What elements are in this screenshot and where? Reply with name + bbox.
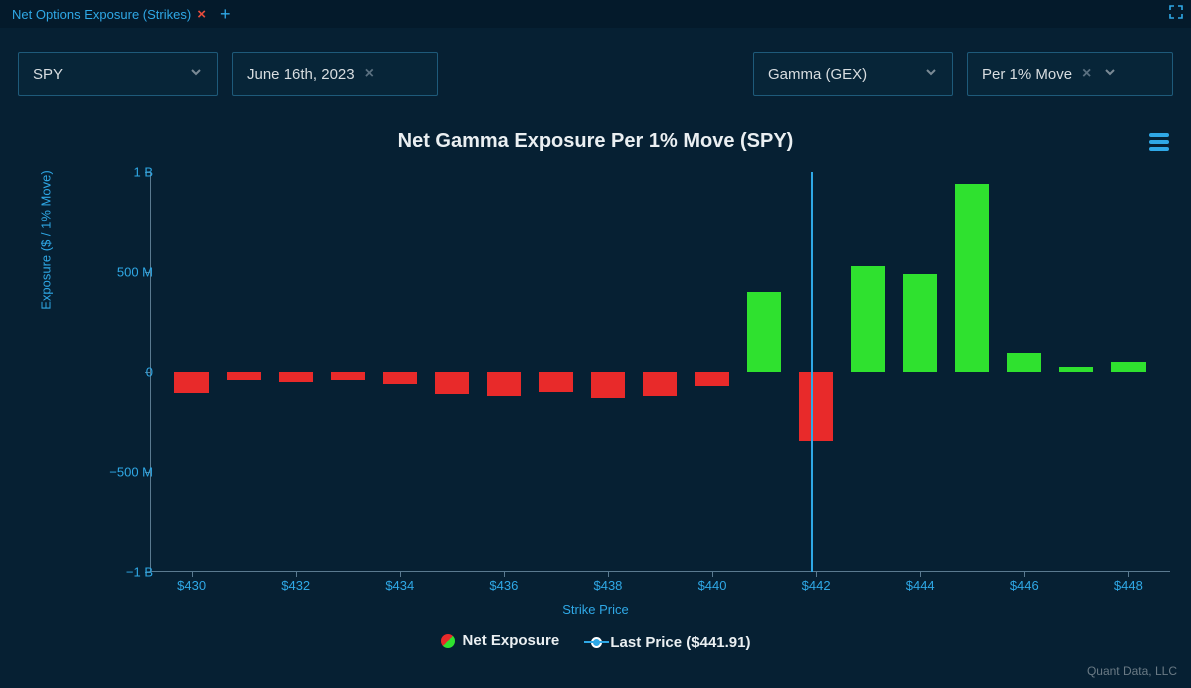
- clear-icon[interactable]: ×: [1082, 65, 1091, 83]
- x-tick-label: $444: [906, 578, 935, 593]
- legend: Net Exposure Last Price ($441.91): [10, 632, 1181, 652]
- bar[interactable]: [851, 266, 885, 372]
- tab-bar: Net Options Exposure (Strikes) × +: [0, 0, 1191, 28]
- x-tick-mark: [192, 572, 193, 577]
- chart-title: Net Gamma Exposure Per 1% Move (SPY): [10, 112, 1181, 153]
- x-tick-label: $442: [802, 578, 831, 593]
- date-select[interactable]: June 16th, 2023 ×: [232, 52, 438, 96]
- bar[interactable]: [331, 372, 365, 380]
- fullscreen-icon[interactable]: [1169, 5, 1183, 24]
- bar[interactable]: [1007, 353, 1041, 372]
- legend-last-price-label: Last Price ($441.91): [610, 634, 750, 651]
- net-exposure-swatch-icon: [441, 634, 455, 648]
- bar[interactable]: [435, 372, 469, 394]
- metric-select[interactable]: Gamma (GEX): [753, 52, 953, 96]
- spacer: [452, 52, 739, 96]
- tab-title: Net Options Exposure (Strikes): [12, 7, 191, 22]
- tab-net-options-exposure[interactable]: Net Options Exposure (Strikes) ×: [8, 3, 210, 26]
- x-tick-mark: [1024, 572, 1025, 577]
- controls-row: SPY June 16th, 2023 × Gamma (GEX) Per 1%…: [0, 28, 1191, 112]
- chevron-down-icon: [1103, 65, 1117, 83]
- bar[interactable]: [383, 372, 417, 384]
- bar[interactable]: [174, 372, 208, 393]
- close-icon[interactable]: ×: [197, 7, 206, 22]
- chevron-down-icon: [924, 65, 938, 83]
- bar[interactable]: [591, 372, 625, 398]
- attribution: Quant Data, LLC: [1087, 664, 1177, 678]
- x-tick-label: $440: [698, 578, 727, 593]
- bar[interactable]: [1059, 367, 1093, 372]
- bar[interactable]: [799, 372, 833, 441]
- x-axis-label: Strike Price: [562, 602, 628, 617]
- chart-menu-icon[interactable]: [1149, 130, 1169, 154]
- add-tab-icon[interactable]: +: [220, 5, 231, 23]
- x-tick-mark: [1128, 572, 1129, 577]
- x-tick-mark: [712, 572, 713, 577]
- x-tick-mark: [920, 572, 921, 577]
- x-tick-label: $438: [593, 578, 622, 593]
- x-tick-mark: [504, 572, 505, 577]
- y-tick-label: 1 B: [93, 165, 153, 180]
- y-axis-label: Exposure ($ / 1% Move): [39, 170, 54, 309]
- chevron-down-icon: [189, 65, 203, 83]
- x-tick-label: $448: [1114, 578, 1143, 593]
- y-tick-label: −500 M: [93, 465, 153, 480]
- legend-last-price[interactable]: Last Price ($441.91): [591, 634, 750, 651]
- bar[interactable]: [227, 372, 261, 380]
- x-axis-line: [150, 571, 1170, 572]
- x-tick-label: $432: [281, 578, 310, 593]
- legend-net-exposure-label: Net Exposure: [463, 632, 560, 649]
- x-tick-mark: [608, 572, 609, 577]
- date-value: June 16th, 2023: [247, 66, 355, 83]
- ticker-value: SPY: [33, 66, 63, 83]
- x-tick-label: $436: [489, 578, 518, 593]
- bar[interactable]: [747, 292, 781, 372]
- metric-value: Gamma (GEX): [768, 66, 867, 83]
- x-tick-mark: [816, 572, 817, 577]
- legend-net-exposure[interactable]: Net Exposure: [441, 632, 560, 649]
- y-tick-label: 0: [93, 365, 153, 380]
- ticker-select[interactable]: SPY: [18, 52, 218, 96]
- unit-select[interactable]: Per 1% Move ×: [967, 52, 1173, 96]
- last-price-line: [811, 172, 813, 572]
- x-tick-mark: [296, 572, 297, 577]
- bar[interactable]: [903, 274, 937, 372]
- bar[interactable]: [643, 372, 677, 396]
- bar[interactable]: [955, 184, 989, 372]
- chart-area: Net Gamma Exposure Per 1% Move (SPY) Exp…: [10, 112, 1181, 672]
- bar[interactable]: [695, 372, 729, 386]
- last-price-swatch-icon: [591, 637, 602, 648]
- y-tick-label: −1 B: [93, 565, 153, 580]
- clear-icon[interactable]: ×: [365, 65, 374, 83]
- x-tick-label: $430: [177, 578, 206, 593]
- plot-region: $430$432$434$436$438$440$442$444$446$448: [150, 172, 1170, 572]
- x-tick-label: $434: [385, 578, 414, 593]
- bar[interactable]: [487, 372, 521, 396]
- x-tick-mark: [400, 572, 401, 577]
- bar[interactable]: [1111, 362, 1145, 372]
- x-tick-label: $446: [1010, 578, 1039, 593]
- unit-value: Per 1% Move: [982, 66, 1072, 83]
- bar[interactable]: [539, 372, 573, 392]
- y-tick-label: 500 M: [93, 265, 153, 280]
- bar[interactable]: [279, 372, 313, 382]
